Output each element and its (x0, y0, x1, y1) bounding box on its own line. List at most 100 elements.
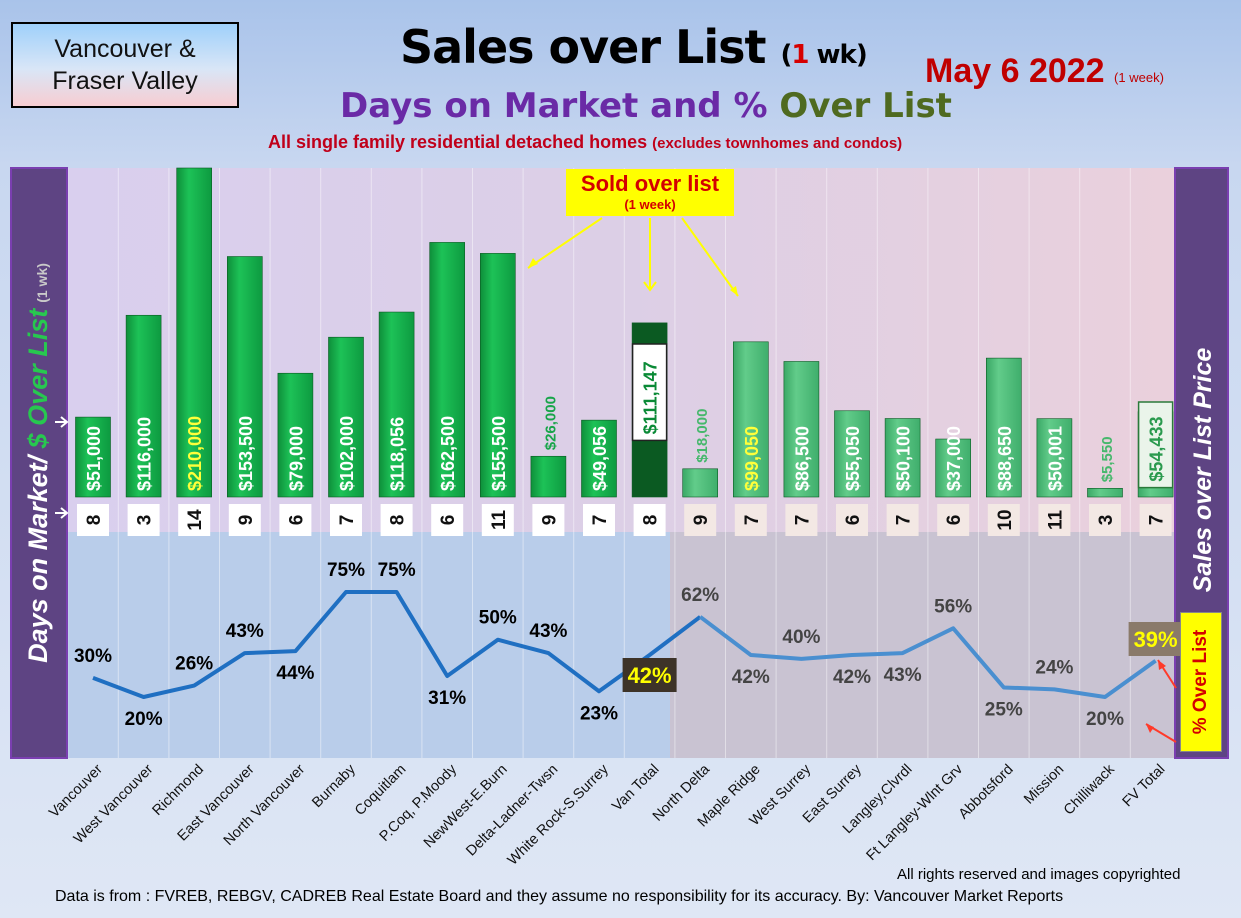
subtitle2-main: All single family residential detached h… (268, 132, 653, 152)
right-panel-label: Sales over List Price (1189, 348, 1217, 593)
pct-over-list-label-box: % Over List (1180, 612, 1222, 752)
pct-total-box-21 (1128, 622, 1183, 656)
dom-box-12 (684, 504, 717, 536)
bar-value-label-7: $162,500 (438, 416, 458, 491)
dom-value-21: 7 (1147, 515, 1168, 526)
dom-value-17: 6 (944, 515, 965, 526)
chart-subtitle-2: All single family residential detached h… (268, 132, 902, 153)
footer-source: Data is from : FVREB, REBGV, CADREB Real… (55, 888, 1064, 905)
pct-label-1: 20% (125, 709, 163, 730)
pct-label-16: 43% (884, 665, 922, 686)
dom-box-8 (481, 504, 514, 536)
sold-callout-line-1: Sold over list (580, 171, 720, 196)
bar-value-label-10: $49,056 (590, 426, 610, 491)
dom-value-16: 7 (894, 515, 915, 526)
bar-value-label-14: $86,500 (792, 426, 812, 491)
dom-box-19 (1038, 504, 1071, 536)
dom-box-5 (330, 504, 362, 536)
pct-label-14: 40% (782, 627, 820, 648)
category-label-11: Van Total (609, 762, 662, 815)
category-label-17: Ft Langley-Wlnt Grv (864, 761, 967, 864)
dom-value-15: 6 (843, 515, 864, 526)
pct-label-17: 56% (934, 596, 972, 617)
bar-value-label-21: $54,433 (1147, 417, 1167, 482)
bar-value-label-2: $210,000 (185, 416, 205, 491)
bar-value-label-19: $50,001 (1045, 426, 1065, 491)
category-label-21: FV Total (1120, 762, 1169, 811)
category-label-18: Abbotsford (956, 762, 1017, 823)
dom-box-1 (127, 504, 160, 536)
region-line-2: Fraser Valley (52, 67, 198, 95)
dom-value-4: 6 (286, 515, 307, 526)
annotation-arrows (55, 217, 1177, 743)
bars-group: $51,000 $116,000 $210,000 $153,500 $79,000 $1… (75, 167, 1174, 498)
date-text: May 6 2022 (925, 52, 1105, 90)
dom-box-20 (1089, 504, 1121, 536)
left-label-part-2: $ Over List (23, 308, 53, 450)
bar-10 (581, 419, 617, 498)
days-on-market-group: 8 3 14 9 6 7 8 6 11 9 7 8 9 7 7 6 7 6 10 11 3 7 (77, 504, 1172, 536)
pct-line-vancouver (92, 590, 702, 699)
subtitle-part-1: Days on Market and % (340, 86, 780, 126)
subtitle2-small: (excludes townhomes and condos) (652, 135, 903, 152)
dom-box-11 (633, 504, 666, 536)
left-label-part-1: Days on Market/ (23, 448, 53, 663)
title-paren-open: ( (780, 40, 792, 70)
dom-box-2 (178, 504, 211, 536)
dom-box-9 (532, 504, 565, 536)
pct-total-box-11 (622, 658, 677, 692)
bar-20 (1087, 488, 1123, 498)
bar-19 (1036, 418, 1073, 498)
bar-18 (985, 357, 1022, 498)
left-panel-label: Days on Market/ $ Over List (1 wk) (23, 263, 53, 663)
dom-value-7: 6 (438, 515, 459, 526)
left-label-part-3: (1 wk) (34, 263, 50, 303)
dom-value-3: 9 (236, 515, 257, 526)
pct-label-2: 26% (175, 654, 213, 675)
pct-label-18: 25% (985, 699, 1023, 720)
subtitle-part-2: Over List (779, 86, 952, 126)
dom-box-0 (77, 504, 109, 536)
total-box-21 (1137, 401, 1174, 489)
total-box-11 (631, 343, 668, 442)
pct-label-0: 30% (74, 646, 112, 667)
bar-value-label-3: $153,500 (236, 416, 256, 491)
bar-16 (884, 418, 921, 498)
sold-over-list-callout: Sold over list (1 week) (566, 169, 734, 216)
dom-box-15 (836, 504, 868, 536)
bar-6 (378, 311, 415, 498)
dom-box-18 (987, 504, 1020, 536)
bar-value-label-1: $116,000 (135, 417, 155, 491)
pct-label-12: 62% (681, 585, 719, 606)
bar-0 (75, 416, 111, 498)
bar-3 (227, 256, 263, 498)
bar-value-label-13: $99,050 (742, 426, 762, 491)
dom-box-4 (279, 504, 312, 536)
title-paren-close: wk) (808, 40, 868, 70)
dom-value-13: 7 (742, 515, 763, 526)
pct-label-4: 44% (276, 663, 314, 684)
bar-15 (834, 410, 870, 498)
dom-box-3 (228, 504, 261, 536)
date-note: (1 week) (1114, 70, 1164, 85)
dom-value-0: 8 (84, 515, 105, 526)
category-label-9: Delta-Ladner-Twsn (463, 762, 561, 860)
bar-value-label-12: $18,000 (694, 409, 711, 463)
dom-box-17 (937, 504, 970, 536)
pct-label-20: 20% (1086, 709, 1124, 730)
dom-value-19: 11 (1045, 510, 1066, 531)
chart-title: Sales over List (1 wk) (400, 20, 868, 74)
bar-value-label-5: $102,000 (337, 416, 357, 491)
bar-5 (328, 336, 364, 498)
pct-label-8: 50% (479, 608, 517, 629)
left-panel (10, 167, 68, 759)
region-label-box: Vancouver & Fraser Valley (11, 22, 239, 108)
bar-4 (277, 372, 314, 498)
pct-label-15: 42% (833, 667, 871, 688)
pct-label-9: 43% (529, 621, 567, 642)
bar-value-label-20: $5,550 (1099, 436, 1116, 482)
dom-box-6 (380, 504, 413, 536)
dom-value-20: 3 (1096, 515, 1117, 526)
